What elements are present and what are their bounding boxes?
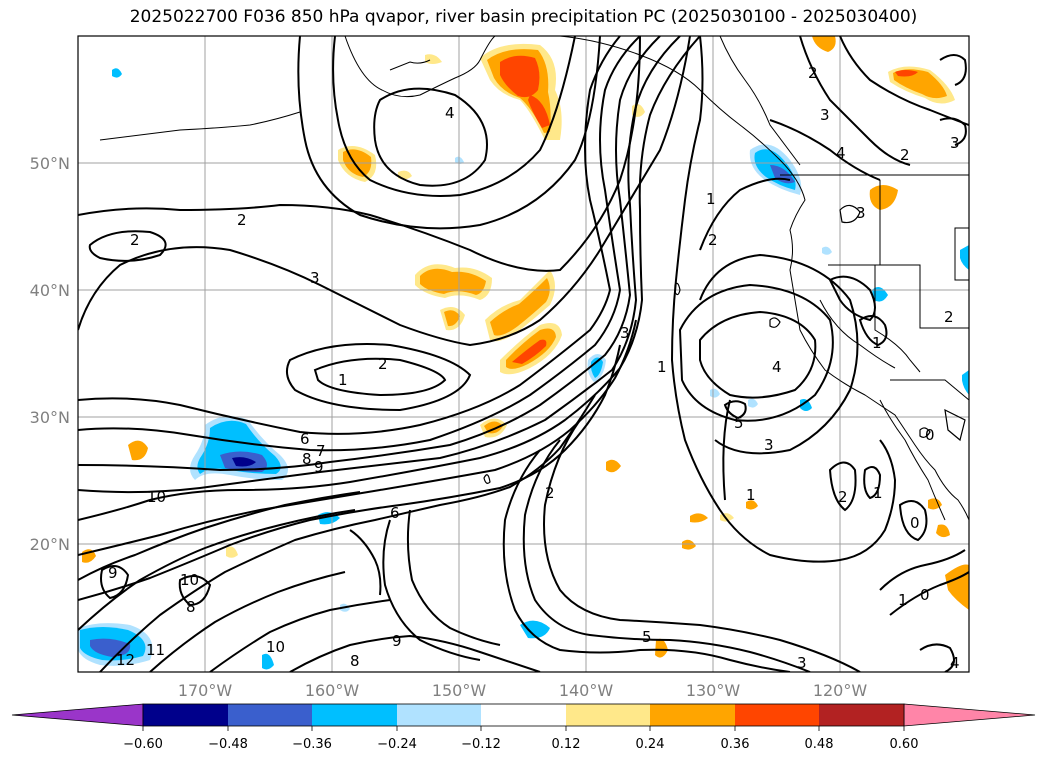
qvapor-contours-fine <box>483 204 966 484</box>
contour-label: 9 <box>392 632 402 650</box>
colorbar-tick-label: 0.24 <box>636 737 665 752</box>
colorbar-bin <box>312 704 397 726</box>
latitude-labels: 50°N 40°N 30°N 20°N <box>30 154 70 554</box>
contour-label: 2 <box>900 146 910 164</box>
colorbar-bin <box>819 704 904 726</box>
colorbar-frame <box>142 703 905 727</box>
lat-label: 30°N <box>30 408 70 427</box>
longitude-labels: 170°W 160°W 150°W 140°W 130°W 120°W <box>178 681 868 700</box>
colorbar-bin <box>650 704 735 726</box>
coastlines <box>99 36 969 521</box>
contour-label: 9 <box>108 564 118 582</box>
contour-label: 8 <box>186 598 196 616</box>
contour-label: 3 <box>764 436 774 454</box>
contour-label: 1 <box>898 591 908 609</box>
colorbar-tick-label: 0.60 <box>890 737 919 752</box>
colorbar-bin <box>735 704 819 726</box>
contour-label: 0 <box>910 514 920 532</box>
colorbar-tick-label: −0.60 <box>123 737 163 752</box>
contour-label: 3 <box>310 269 320 287</box>
contour-label: 1 <box>338 371 348 389</box>
colorbar-bin <box>566 704 650 726</box>
contour-label: 4 <box>772 358 782 376</box>
precip-shading-negative <box>78 68 969 670</box>
precip-shading-positive <box>82 36 969 658</box>
lon-label: 120°W <box>813 681 868 700</box>
colorbar-tick-label: 0.36 <box>721 737 750 752</box>
contour-label: 1 <box>706 190 716 208</box>
lat-label: 40°N <box>30 281 70 300</box>
contour-label: 2 <box>378 355 388 373</box>
contour-label: 3 <box>856 204 866 222</box>
contour-label: 2 <box>237 211 247 229</box>
colorbar-bin <box>397 704 481 726</box>
colorbar-tick-label: −0.48 <box>208 737 248 752</box>
colorbar-under-arrow <box>11 703 144 727</box>
colorbar-tick-label: 0.48 <box>805 737 834 752</box>
contour-label: 8 <box>302 450 312 468</box>
contour-label: 3 <box>620 324 630 342</box>
contour-label: 5 <box>642 628 652 646</box>
contour-label: 12 <box>116 651 135 669</box>
colorbar-tick-label: −0.36 <box>292 737 332 752</box>
lon-label: 170°W <box>178 681 233 700</box>
contour-label: 4 <box>836 144 846 162</box>
contour-label: 7 <box>316 442 326 460</box>
lat-label: 50°N <box>30 154 70 173</box>
contour-label: 1 <box>872 334 882 352</box>
colorbar: −0.60 −0.48 −0.36 −0.24 −0.12 0.12 0.24 … <box>11 703 1036 752</box>
contour-label: 3 <box>797 654 807 672</box>
contour-label: 2 <box>130 231 140 249</box>
contour-label: 1 <box>873 484 883 502</box>
contour-label: 5 <box>734 414 744 432</box>
lon-label: 160°W <box>305 681 360 700</box>
colorbar-bin <box>143 704 228 726</box>
contour-label: 8 <box>350 652 360 670</box>
contour-label: 11 <box>146 641 165 659</box>
contour-label: 3 <box>820 106 830 124</box>
contour-label: 10 <box>266 638 285 656</box>
contour-label: 2 <box>808 64 818 82</box>
contour-label: 1 <box>657 358 667 376</box>
map-title: 2025022700 F036 850 hPa qvapor, river ba… <box>129 7 918 27</box>
lon-label: 140°W <box>559 681 614 700</box>
contour-label: 6 <box>300 430 310 448</box>
colorbar-over-arrow <box>903 703 1036 727</box>
colorbar-bin <box>481 704 566 726</box>
contour-label: 4 <box>950 654 960 672</box>
contour-label: 9 <box>314 458 324 476</box>
contour-label: 4 <box>445 104 455 122</box>
contour-labels: 2 2 3 4 2 1 6 7 8 9 10 10 11 12 10 8 9 2… <box>108 64 960 672</box>
colorbar-tick-label: −0.24 <box>377 737 417 752</box>
contour-label: 0 <box>920 586 930 604</box>
lon-label: 150°W <box>432 681 487 700</box>
qvapor-contours <box>78 36 969 672</box>
colorbar-tick-label: −0.12 <box>461 737 501 752</box>
lon-label: 130°W <box>686 681 741 700</box>
lat-label: 20°N <box>30 535 70 554</box>
contour-label: 1 <box>746 486 756 504</box>
contour-label: 2 <box>708 231 718 249</box>
contour-label: 6 <box>390 504 400 522</box>
contour-label: 10 <box>147 488 166 506</box>
plot-frame <box>77 35 970 673</box>
colorbar-tick-label: 0.12 <box>552 737 581 752</box>
contour-label: 2 <box>944 308 954 326</box>
contour-label: 2 <box>545 484 555 502</box>
colorbar-bin <box>228 704 312 726</box>
contour-label: 0 <box>925 426 935 444</box>
contour-label: 2 <box>838 488 848 506</box>
contour-label: 10 <box>180 571 199 589</box>
contour-label: 3 <box>950 134 960 152</box>
